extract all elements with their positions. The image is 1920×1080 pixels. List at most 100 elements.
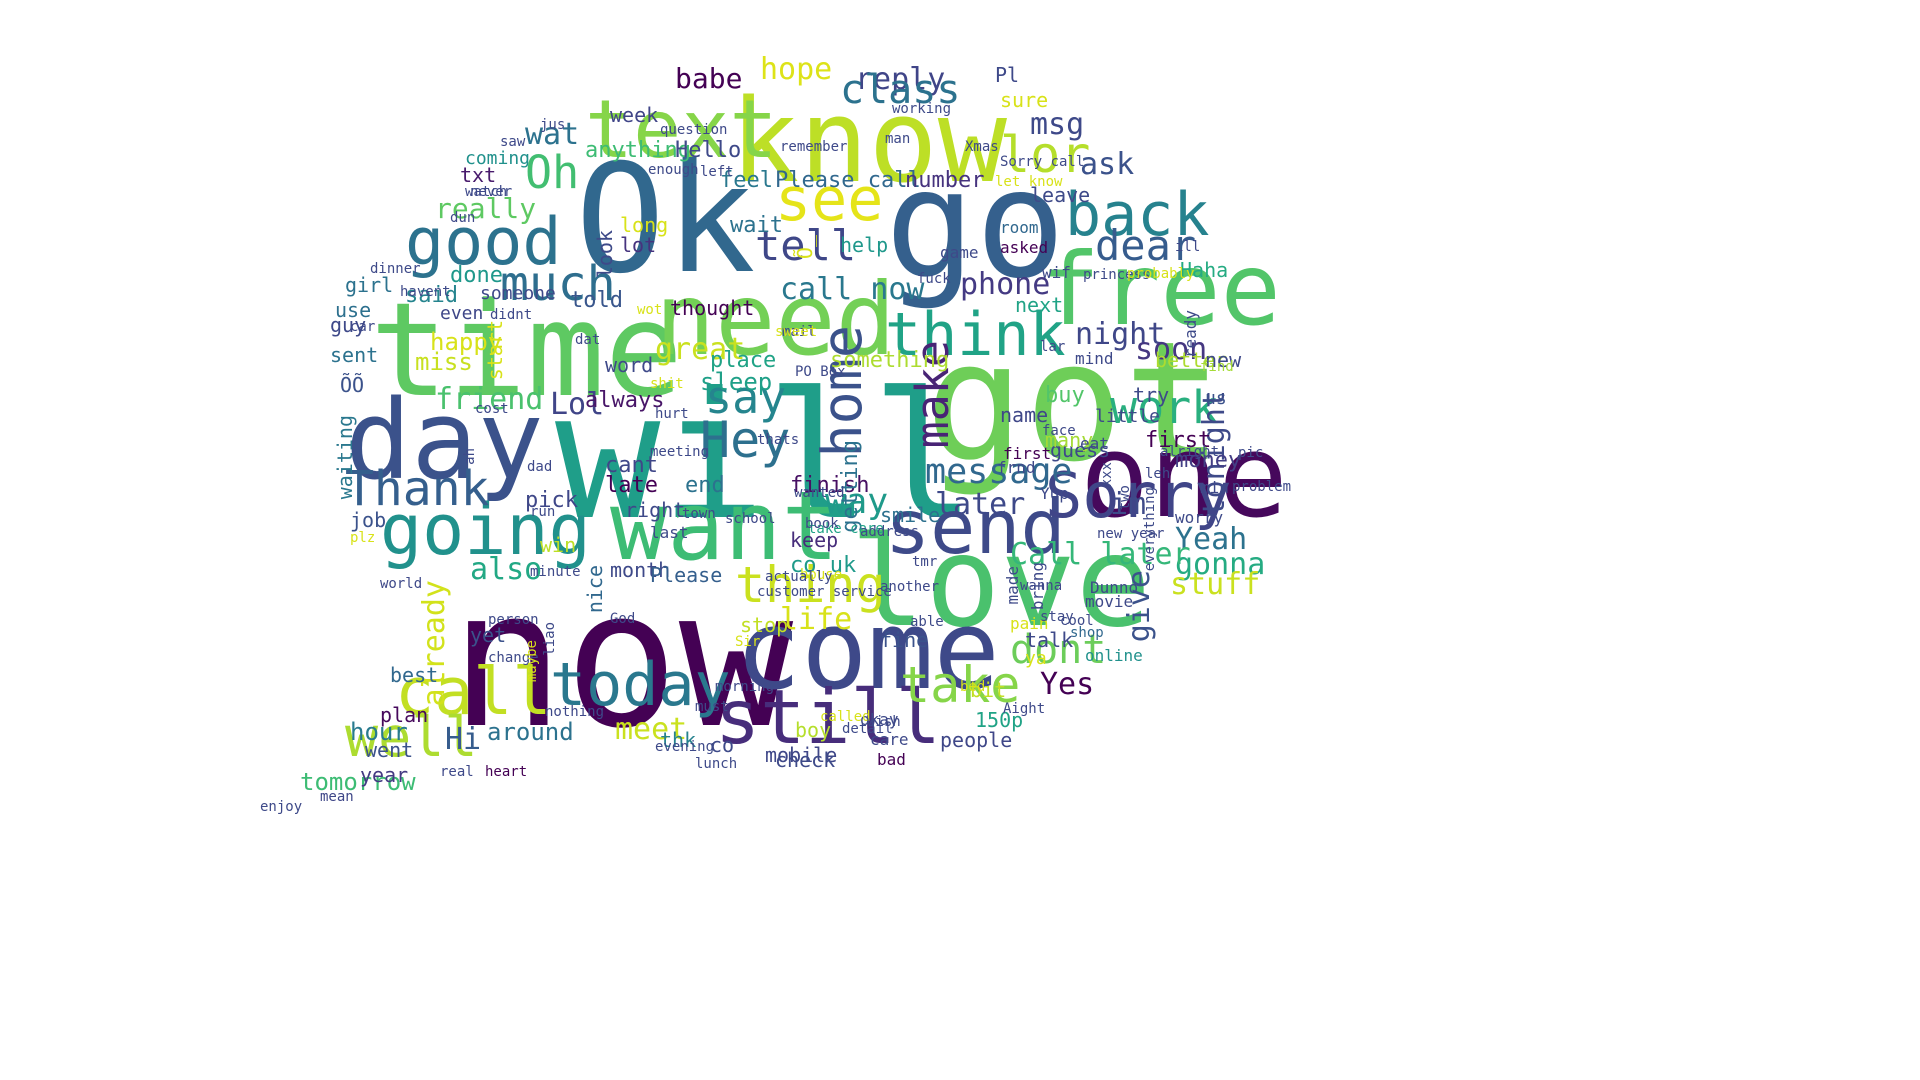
word-cost: cost	[475, 401, 509, 417]
word-way: way	[825, 482, 889, 522]
word-try: try	[1133, 383, 1170, 407]
word-left: left	[700, 164, 734, 180]
word-call-later: Call later	[1010, 537, 1191, 572]
word-tomorrow: tomorrow	[300, 768, 416, 796]
word-free: free	[1040, 231, 1281, 348]
word-customer-service: customer service	[757, 584, 892, 600]
word-help: help	[840, 233, 889, 257]
word-working: working	[892, 101, 952, 117]
word-dun: dun	[450, 210, 476, 226]
word-new: new	[1205, 348, 1242, 372]
word-wanted: wanted	[794, 485, 845, 501]
word-said: said	[405, 283, 458, 308]
word-town: town	[682, 506, 716, 522]
word-soon: soon	[1135, 332, 1208, 367]
word-online: online	[1085, 646, 1143, 665]
word-oh: Oh	[525, 146, 580, 199]
word-coming: coming	[465, 148, 531, 169]
word-last: last	[650, 523, 689, 542]
word-see: see	[775, 165, 884, 235]
word-finish: finish	[790, 473, 870, 498]
word-miss: miss	[415, 348, 473, 376]
word-stay: stay	[1040, 609, 1074, 625]
word-later: later	[935, 487, 1026, 522]
word-symbol: Õ_	[793, 235, 817, 260]
word-haha: Haha	[1180, 258, 1229, 282]
word-co: co	[710, 733, 735, 757]
word-will: will	[555, 356, 977, 559]
word-best: best	[390, 663, 439, 687]
word-want: want	[610, 472, 839, 582]
word-many: many	[1045, 428, 1094, 452]
word-little: little	[1095, 406, 1161, 427]
word-let-know: let know	[995, 174, 1063, 190]
word-money: money	[1175, 448, 1242, 473]
word-late: late	[605, 473, 658, 498]
word-work: work	[1110, 381, 1219, 434]
word-hey: Hey	[700, 411, 791, 469]
word-lol: Lol	[550, 387, 605, 422]
word-remember: remember	[780, 139, 848, 155]
word-shop: shop	[1070, 625, 1104, 641]
word-number: number	[905, 168, 985, 193]
word-message: message	[925, 452, 1073, 492]
word-plz: plz	[350, 530, 376, 546]
word-people: people	[940, 728, 1013, 752]
word-win: win	[540, 533, 577, 557]
word-real: real	[440, 764, 474, 780]
word-co-uk: co uk	[790, 553, 857, 578]
word-meet: meet	[615, 712, 688, 747]
word-im: im	[1110, 487, 1147, 522]
word-detail: detail	[842, 721, 893, 737]
word-lot: lot	[620, 233, 657, 257]
word-another: another	[880, 579, 940, 595]
word-world: world	[380, 576, 423, 592]
word-back: back	[1065, 180, 1210, 250]
word-address: address	[860, 524, 920, 540]
word-think: think	[885, 300, 1066, 370]
word-thank: Thank	[345, 461, 490, 517]
word-talk: talk	[1025, 628, 1074, 652]
word-told: told	[570, 288, 623, 313]
word-change: change	[488, 650, 539, 666]
word-dat: dat	[575, 332, 601, 348]
word-wot: wot	[637, 302, 663, 318]
word-phone: phone	[960, 267, 1051, 302]
word-now: now	[450, 549, 794, 770]
word-thing: thing	[735, 556, 886, 614]
word-really: really	[435, 192, 537, 225]
word-waiting: waiting	[333, 415, 357, 500]
word-got: got	[925, 306, 1224, 498]
word-day: day	[345, 376, 544, 504]
word-eat: eat	[1080, 434, 1109, 453]
word-ah: ah	[462, 448, 478, 465]
word-friend: friend	[435, 382, 544, 417]
word-please-call: Please call	[775, 168, 921, 193]
word-god: God	[610, 611, 636, 627]
word-dad: dad	[527, 459, 553, 475]
word-bed: bed	[960, 679, 986, 695]
word-jus: jus	[540, 117, 566, 133]
word-sorry: Sorry	[1045, 459, 1232, 532]
word-night: night	[1075, 317, 1166, 352]
word-wish: wish	[867, 714, 901, 730]
word-pain: pain	[1010, 614, 1049, 633]
word-know: know	[730, 75, 1007, 209]
word-anything: anything	[585, 138, 691, 163]
word-love: love	[850, 510, 1152, 655]
word-end: end	[685, 473, 725, 498]
word-okay: okay	[860, 710, 899, 729]
word-call-now: call now	[780, 272, 925, 307]
word-look: look	[593, 230, 617, 279]
word-one: one	[1080, 410, 1288, 544]
word-boy: boy	[795, 718, 832, 742]
word-wat: wat	[525, 117, 580, 152]
word-keep: keep	[790, 528, 839, 552]
word-maybe: maybe	[524, 640, 540, 683]
word-mail: mail	[782, 324, 816, 340]
word-cant: cant	[605, 453, 658, 478]
word-went: went	[365, 738, 414, 762]
word-ya: ya	[1025, 648, 1047, 669]
word-symbol: ÕÕ	[340, 373, 365, 397]
word-thats: thats	[757, 432, 800, 448]
